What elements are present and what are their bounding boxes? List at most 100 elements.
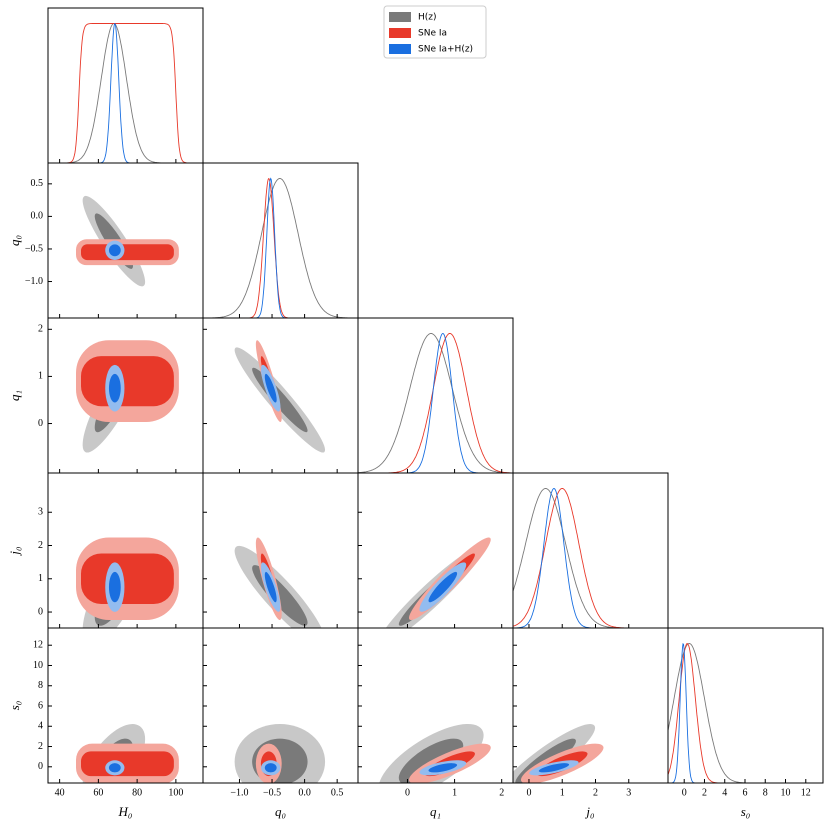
contour-68: [81, 553, 174, 605]
y-tick-label: 8: [38, 680, 43, 691]
x-tick-label: 0.5: [331, 787, 344, 798]
x-tick-label: 60: [93, 787, 103, 798]
posterior-curve: [358, 333, 513, 473]
posterior-curve: [513, 488, 668, 628]
panel: [378, 724, 491, 783]
panel: [358, 333, 513, 473]
y-axis-label: q₁: [7, 390, 22, 401]
x-tick-label: 8: [763, 787, 768, 798]
contour-68: [81, 244, 174, 261]
x-tick-label: 10: [781, 787, 791, 798]
x-tick-label: 0: [526, 787, 531, 798]
x-tick-label: 40: [55, 787, 65, 798]
x-tick-label: 0: [405, 787, 410, 798]
legend-swatch: [389, 44, 411, 54]
contour-68: [252, 367, 308, 433]
x-axis-label: q₀: [275, 804, 286, 819]
x-axis-label: q₁: [430, 804, 441, 819]
x-tick-label: −0.5: [263, 787, 281, 798]
legend-label: SNe Ia: [418, 29, 447, 39]
panel: [668, 642, 823, 783]
y-axis-label: j₀: [7, 546, 22, 556]
x-axis-label: H₀: [118, 804, 133, 819]
y-tick-label: 0: [38, 606, 43, 617]
posterior-curve: [668, 643, 823, 783]
posterior-curve: [203, 177, 358, 318]
panel: [234, 340, 326, 453]
y-tick-label: 0.0: [31, 211, 44, 222]
x-tick-label: 0.0: [298, 787, 311, 798]
x-tick-label: 2: [702, 787, 707, 798]
x-tick-label: 6: [742, 787, 747, 798]
panel-frame: [47, 7, 204, 164]
panel: [203, 177, 358, 318]
x-tick-label: 2: [499, 787, 504, 798]
y-axis-label: s₀: [7, 701, 22, 711]
y-tick-label: 4: [38, 721, 43, 732]
panel: [76, 195, 179, 287]
panel: [76, 724, 179, 783]
legend-label: SNe Ia+H(z): [418, 45, 473, 55]
x-tick-label: 80: [132, 787, 142, 798]
y-tick-label: 1: [38, 371, 43, 382]
contour-68: [81, 356, 174, 407]
y-tick-label: 10: [33, 660, 43, 671]
contour-68: [428, 763, 458, 773]
y-axis-label: q₀: [7, 235, 22, 246]
panel: [234, 537, 326, 628]
x-axis-label: s₀: [741, 804, 751, 819]
x-tick-label: 4: [722, 787, 727, 798]
y-tick-label: 2: [38, 540, 43, 551]
legend-label: H(z): [418, 13, 437, 23]
panel-frame: [357, 317, 514, 474]
contour-68: [108, 763, 121, 773]
contour-68: [252, 565, 308, 626]
x-axis-label: j₀: [584, 804, 594, 819]
panel: [234, 724, 326, 783]
posterior-curve: [48, 23, 203, 163]
legend-swatch: [389, 12, 411, 22]
panel: [378, 537, 491, 628]
contour-68: [108, 571, 121, 603]
posterior-curve: [358, 333, 513, 473]
contour-68: [108, 373, 121, 403]
x-tick-label: 3: [626, 787, 631, 798]
y-tick-label: 0: [38, 761, 43, 772]
posterior-curve: [203, 178, 358, 318]
posterior-curve: [668, 642, 823, 783]
x-tick-label: −1.0: [230, 787, 248, 798]
x-tick-label: 100: [168, 787, 183, 798]
posterior-curve: [48, 23, 203, 163]
panel: [513, 724, 604, 783]
y-tick-label: −1.0: [25, 276, 43, 287]
y-tick-label: 12: [33, 640, 43, 651]
legend-swatch: [389, 28, 411, 38]
x-tick-label: 2: [593, 787, 598, 798]
posterior-curve: [358, 333, 513, 473]
contour-68: [264, 763, 277, 773]
x-tick-label: 1: [452, 787, 457, 798]
y-tick-label: 2: [38, 741, 43, 752]
panel: [48, 23, 203, 163]
panel: [76, 537, 179, 628]
posterior-curve: [513, 488, 668, 628]
y-tick-label: −0.5: [25, 243, 43, 254]
panel: [76, 340, 179, 453]
x-tick-label: 12: [801, 787, 811, 798]
contour-68: [264, 373, 277, 403]
panel-frame: [512, 472, 669, 629]
posterior-curve: [203, 178, 358, 318]
posterior-curve: [668, 642, 823, 783]
y-tick-label: 0.5: [31, 178, 44, 189]
contour-68: [538, 763, 570, 773]
contour-68: [81, 751, 174, 777]
y-tick-label: 1: [38, 573, 43, 584]
y-tick-label: 2: [38, 324, 43, 335]
contour-68: [108, 244, 121, 257]
y-tick-label: 3: [38, 507, 43, 518]
posterior-curve: [513, 488, 668, 628]
panel-frame: [667, 627, 824, 784]
y-tick-label: 0: [38, 418, 43, 429]
panel-frame: [202, 162, 359, 319]
